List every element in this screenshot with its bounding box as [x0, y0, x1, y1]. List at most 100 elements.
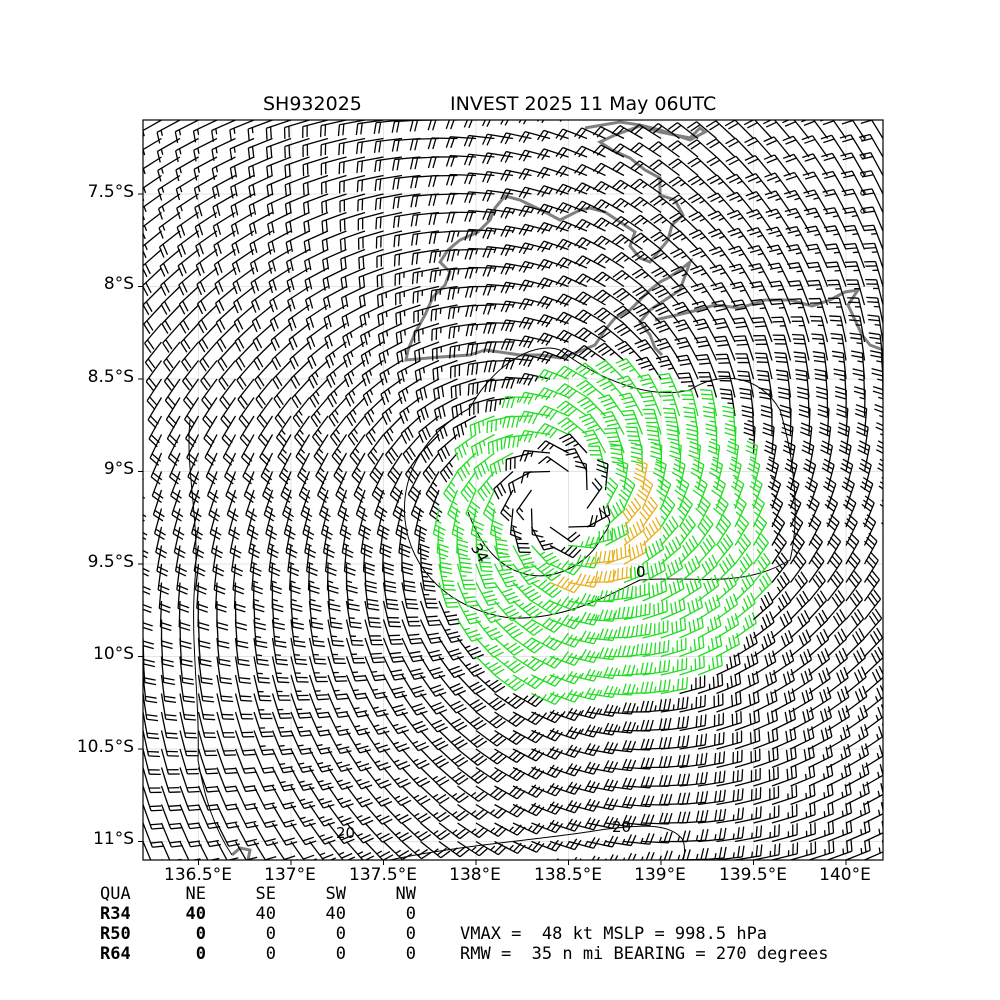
barb-half-feather	[233, 128, 236, 134]
barb-feather	[358, 731, 371, 736]
wind-barb	[160, 693, 178, 721]
wind-barb	[321, 211, 347, 233]
barb-feather	[213, 264, 219, 276]
barb-half-feather	[161, 186, 165, 193]
barb-feather	[328, 857, 337, 860]
barb-feather	[309, 397, 317, 408]
barb-half-feather	[311, 617, 317, 620]
barb-feather	[328, 335, 333, 347]
wind-barb	[381, 545, 395, 576]
barb-feather	[326, 377, 333, 388]
wind-barb	[247, 156, 273, 179]
barb-feather	[253, 241, 258, 254]
wind-barb	[163, 360, 181, 391]
barb-shaft	[143, 397, 144, 399]
barb-half-feather	[333, 390, 338, 397]
barb-feather	[346, 353, 352, 366]
barb-feather	[340, 750, 352, 755]
barb-feather	[245, 789, 258, 793]
wind-barb	[143, 453, 144, 481]
barb-feather	[178, 284, 185, 296]
wind-barb	[174, 545, 187, 577]
wind-barb	[176, 211, 199, 239]
barb-feather	[212, 570, 224, 577]
wind-barb	[197, 304, 218, 334]
barb-feather	[351, 475, 361, 485]
barb-feather	[280, 748, 293, 752]
wind-barb	[287, 304, 310, 331]
wind-barb	[202, 397, 218, 429]
barb-half-feather	[273, 617, 280, 620]
barb-feather	[355, 123, 359, 136]
barb-feather	[143, 267, 148, 278]
wind-barb	[327, 600, 343, 630]
barb-half-feather	[375, 796, 382, 800]
barb-feather	[241, 414, 250, 425]
barb-feather	[430, 309, 433, 322]
barb-feather	[234, 185, 238, 197]
barb-feather	[287, 570, 299, 577]
barb-half-feather	[161, 205, 165, 212]
barb-feather	[320, 800, 333, 805]
barb-feather	[171, 491, 182, 499]
barb-feather	[303, 241, 307, 253]
barb-feather	[126, 324, 132, 334]
barb-feather	[328, 416, 336, 427]
barb-feather	[150, 809, 163, 812]
wind-barb	[143, 564, 151, 595]
barb-half-feather	[320, 486, 327, 492]
wind-barb	[290, 711, 313, 737]
barb-feather	[374, 467, 383, 477]
barb-feather	[163, 361, 171, 372]
wind-barb	[196, 267, 218, 296]
wind-barb	[254, 360, 273, 390]
barb-feather	[203, 718, 216, 721]
barb-half-feather	[215, 128, 218, 135]
wind-barb	[197, 785, 220, 811]
wind-barb	[216, 767, 238, 793]
barb-feather	[379, 552, 391, 558]
barb-feather	[239, 681, 252, 685]
barb-half-feather	[160, 149, 164, 155]
wind-barb	[308, 619, 325, 648]
barb-feather	[292, 626, 305, 630]
wind-barb	[302, 120, 329, 138]
wind-barb	[382, 582, 399, 611]
barb-feather	[426, 615, 438, 618]
barb-feather	[160, 621, 172, 627]
barb-feather	[238, 677, 251, 680]
barb-shaft	[143, 305, 144, 306]
barb-shaft	[143, 434, 144, 437]
barb-feather	[285, 223, 289, 235]
barb-feather	[263, 802, 275, 806]
wind-barb	[160, 711, 179, 739]
barb-half-feather	[356, 796, 363, 801]
barb-feather	[228, 843, 240, 847]
wind-barb	[271, 600, 286, 631]
wind-barb	[178, 286, 199, 315]
wind-barb	[308, 360, 329, 389]
wind-barb	[231, 248, 255, 276]
wind-barbs	[126, 120, 883, 860]
barb-feather	[496, 439, 499, 452]
wind-barb	[295, 434, 311, 466]
barb-feather	[377, 505, 388, 514]
wind-barb	[182, 360, 200, 391]
wind-barb	[156, 120, 181, 144]
barb-feather	[254, 279, 260, 292]
barb-feather	[357, 509, 368, 518]
barb-feather	[262, 495, 273, 504]
barb-feather	[338, 715, 350, 719]
barb-shaft	[234, 841, 247, 860]
barb-feather	[368, 431, 376, 442]
wind-barb	[374, 489, 388, 522]
contour-20kt-inner	[403, 347, 796, 619]
barb-shaft	[143, 453, 144, 455]
wind-barb	[216, 656, 233, 685]
wind-barb	[338, 174, 366, 194]
wind-barb	[143, 249, 144, 251]
wind-barb	[578, 120, 606, 121]
wind-barb	[230, 211, 255, 237]
wind-barb	[143, 397, 144, 399]
wind-barb	[177, 248, 199, 277]
